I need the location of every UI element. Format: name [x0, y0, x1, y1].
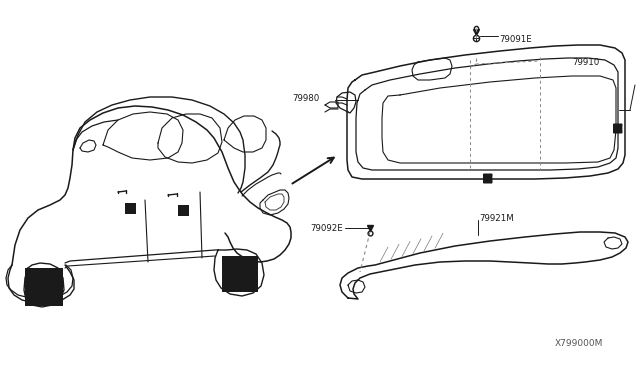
Text: 79980: 79980	[292, 93, 320, 103]
Text: X799000M: X799000M	[555, 339, 604, 347]
Text: 79921M: 79921M	[479, 214, 514, 222]
Text: 79091E: 79091E	[499, 35, 532, 44]
Text: 79092E: 79092E	[310, 224, 343, 232]
Text: 79910: 79910	[572, 58, 599, 67]
